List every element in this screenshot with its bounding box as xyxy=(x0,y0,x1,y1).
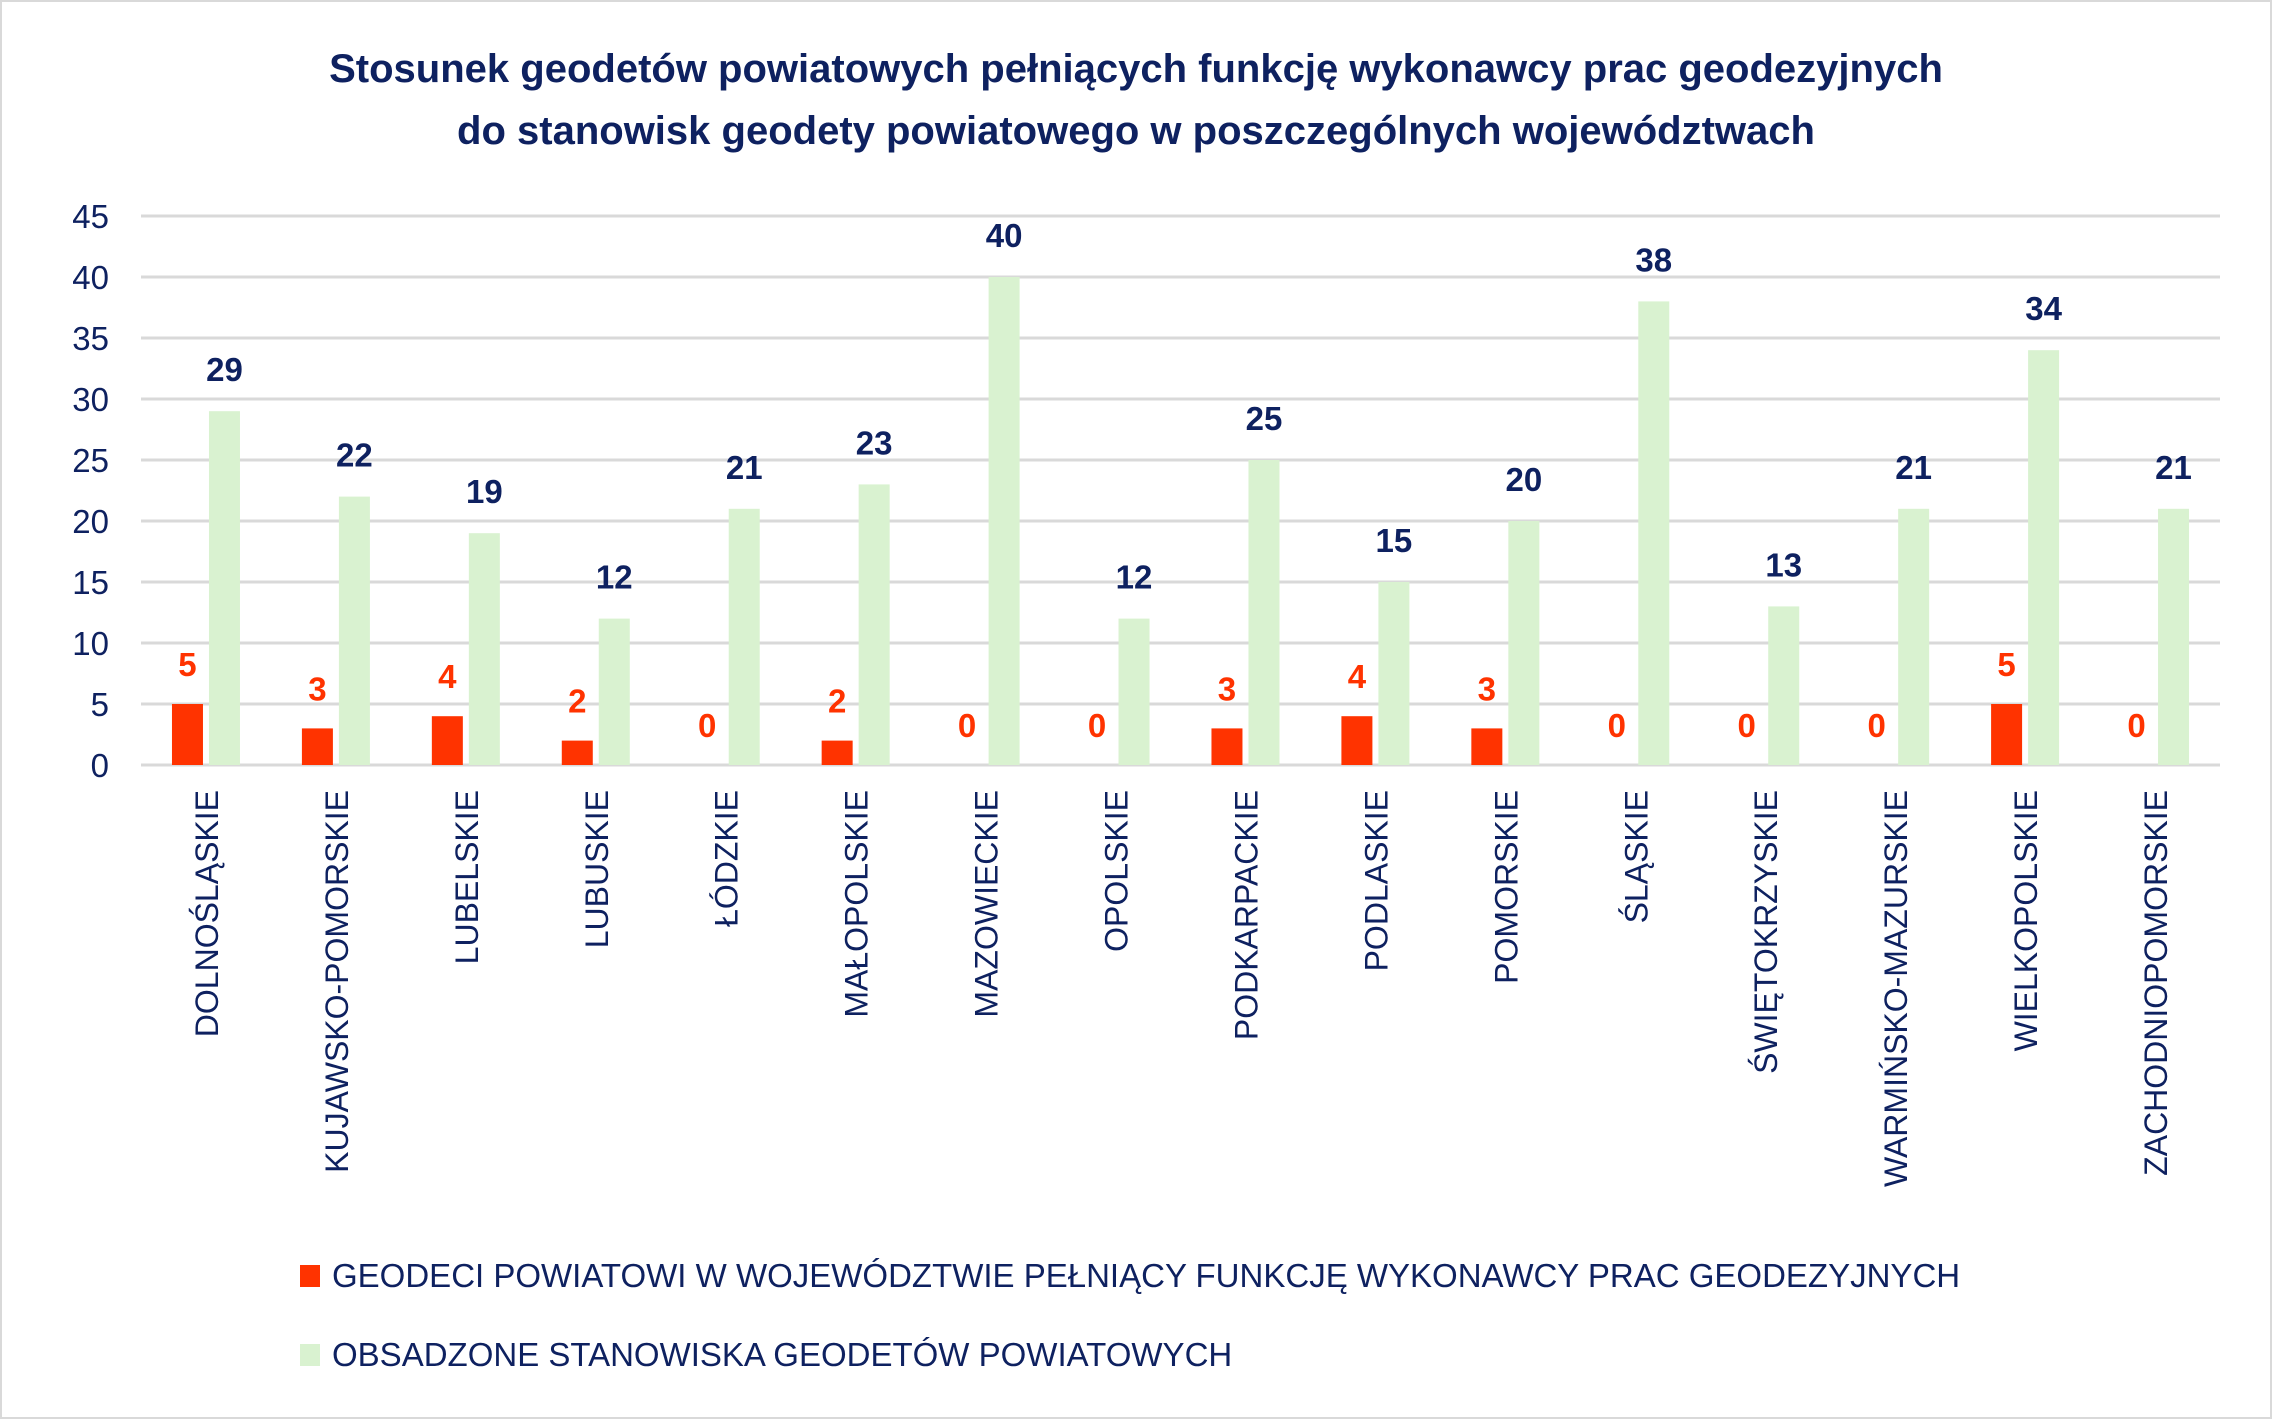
bar-series-2 xyxy=(598,618,630,765)
data-label-series-2: 21 xyxy=(1895,449,1932,486)
bar-series-2 xyxy=(1508,521,1540,765)
data-label-series-1: 0 xyxy=(1738,707,1756,744)
x-category-label: OPOLSKIE xyxy=(1099,790,1135,952)
data-label-series-1: 4 xyxy=(438,658,457,695)
data-label-series-1: 0 xyxy=(698,707,716,744)
data-label-series-1: 0 xyxy=(2127,707,2145,744)
bar-series-1 xyxy=(1471,728,1503,765)
y-tick-label: 20 xyxy=(72,503,109,540)
x-category-label: MAŁOPOLSKIE xyxy=(839,790,875,1018)
data-label-series-1: 2 xyxy=(568,683,586,720)
bar-series-2 xyxy=(1248,460,1280,765)
x-category-label: LUBUSKIE xyxy=(579,790,615,948)
data-label-series-1: 5 xyxy=(1997,646,2015,683)
data-label-series-2: 38 xyxy=(1635,241,1672,278)
data-label-series-1: 3 xyxy=(1478,670,1496,707)
bar-series-2 xyxy=(2158,508,2190,765)
y-tick-label: 30 xyxy=(72,381,109,418)
legend-swatch-green xyxy=(300,1344,320,1366)
data-label-series-2: 29 xyxy=(206,351,243,388)
y-tick-label: 40 xyxy=(72,259,109,296)
bar-series-1 xyxy=(561,740,593,765)
data-label-series-2: 12 xyxy=(1116,559,1153,596)
x-category-label: MAZOWIECKIE xyxy=(969,790,1005,1018)
data-label-series-1: 3 xyxy=(1218,670,1236,707)
data-label-series-1: 4 xyxy=(1348,658,1367,695)
x-category-label: DOLNOŚLĄSKIE xyxy=(189,790,225,1037)
legend-swatch-red xyxy=(300,1265,320,1287)
bar-series-2 xyxy=(468,533,500,765)
data-label-series-1: 0 xyxy=(1088,707,1106,744)
data-label-series-1: 0 xyxy=(1867,707,1885,744)
y-tick-label: 25 xyxy=(72,442,109,479)
data-label-series-2: 12 xyxy=(596,559,633,596)
bar-series-2 xyxy=(1768,606,1800,765)
bar-series-1 xyxy=(821,740,853,765)
data-label-series-1: 3 xyxy=(308,670,326,707)
x-category-label: PODKARPACKIE xyxy=(1228,790,1264,1040)
data-label-series-1: 0 xyxy=(1608,707,1626,744)
legend-item-series-1: GEODECI POWIATOWI W WOJEWÓDZTWIE PEŁNIĄC… xyxy=(300,1257,1960,1295)
chart-title-line-1: Stosunek geodetów powiatowych pełniących… xyxy=(329,47,1943,91)
bar-series-2 xyxy=(1638,301,1670,765)
y-tick-label: 5 xyxy=(91,686,109,723)
y-tick-label: 35 xyxy=(72,320,109,357)
bar-series-2 xyxy=(2028,350,2060,765)
bar-series-1 xyxy=(171,704,203,765)
chart-title: Stosunek geodetów powiatowych pełniących… xyxy=(0,38,2272,162)
data-label-series-2: 20 xyxy=(1505,461,1542,498)
data-label-series-1: 5 xyxy=(178,646,196,683)
bar-series-2 xyxy=(728,508,760,765)
x-category-label: WARMIŃSKO-MAZURSKIE xyxy=(1878,790,1914,1187)
x-category-label: WIELKOPOLSKIE xyxy=(2008,790,2044,1051)
bar-series-1 xyxy=(1341,716,1373,765)
data-label-series-2: 21 xyxy=(726,449,763,486)
data-label-series-2: 23 xyxy=(856,424,893,461)
legend-item-series-2: OBSADZONE STANOWISKA GEODETÓW POWIATOWYC… xyxy=(300,1336,1232,1374)
legend-label: GEODECI POWIATOWI W WOJEWÓDZTWIE PEŁNIĄC… xyxy=(332,1257,1961,1294)
bar-series-1 xyxy=(1991,704,2023,765)
data-label-series-2: 22 xyxy=(336,437,373,474)
bar-series-2 xyxy=(338,496,370,765)
x-category-label: PODLASKIE xyxy=(1358,790,1394,971)
y-tick-label: 15 xyxy=(72,564,109,601)
bar-series-2 xyxy=(1118,618,1150,765)
data-label-series-2: 19 xyxy=(466,473,503,510)
x-category-label: ŚLĄSKIE xyxy=(1618,790,1654,923)
bar-series-2 xyxy=(988,277,1020,765)
data-label-series-2: 25 xyxy=(1246,400,1283,437)
bar-series-1 xyxy=(1211,728,1243,765)
data-label-series-2: 34 xyxy=(2025,290,2062,327)
chart-title-line-2: do stanowisk geodety powiatowego w poszc… xyxy=(457,109,1815,153)
x-category-label: LUBELSKIE xyxy=(449,790,485,964)
bar-series-2 xyxy=(1378,582,1410,765)
data-label-series-2: 13 xyxy=(1765,546,1802,583)
bar-series-1 xyxy=(301,728,333,765)
y-tick-label: 45 xyxy=(72,198,109,235)
bar-series-2 xyxy=(1898,508,1930,765)
legend-label: OBSADZONE STANOWISKA GEODETÓW POWIATOWYC… xyxy=(332,1336,1233,1373)
x-category-label: ŚWIĘTOKRZYSKIE xyxy=(1748,790,1784,1074)
data-label-series-2: 15 xyxy=(1376,522,1413,559)
bar-series-2 xyxy=(858,484,890,765)
data-label-series-1: 2 xyxy=(828,683,846,720)
x-category-label: KUJAWSKO-POMORSKIE xyxy=(319,790,355,1173)
x-category-label: POMORSKIE xyxy=(1488,790,1524,984)
y-tick-label: 0 xyxy=(91,747,109,784)
x-category-label: ŁÓDZKIE xyxy=(709,790,745,927)
y-tick-label: 10 xyxy=(72,625,109,662)
bar-series-2 xyxy=(208,411,240,765)
x-category-label: ZACHODNIOPOMORSKIE xyxy=(2138,790,2174,1176)
data-label-series-1: 0 xyxy=(958,707,976,744)
data-label-series-2: 21 xyxy=(2155,449,2192,486)
bar-series-1 xyxy=(431,716,463,765)
data-label-series-2: 40 xyxy=(986,217,1023,254)
